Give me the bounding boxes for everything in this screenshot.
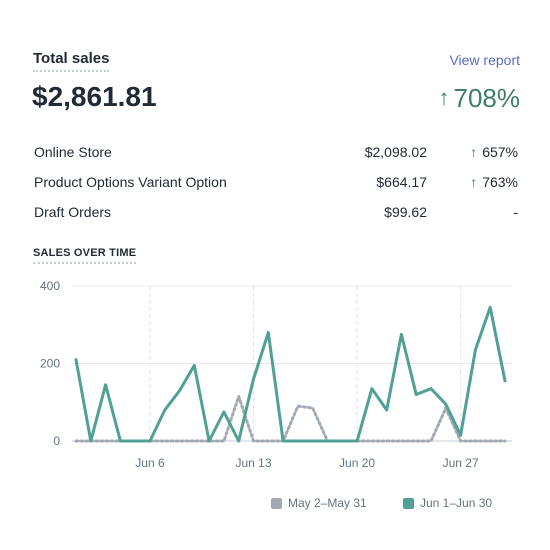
total-change-percent: 708%: [453, 83, 521, 113]
total-change: ↑ 708%: [439, 82, 521, 114]
chart-legend: May 2–May 31 Jun 1–Jun 30: [0, 494, 550, 514]
breakdown-name: Product Options Variant Option: [34, 174, 227, 190]
y-tick-label: 0: [53, 434, 60, 448]
total-sales-value: $2,861.81: [32, 81, 157, 112]
card-title: Total sales: [33, 50, 110, 72]
breakdown-change: -: [508, 202, 518, 222]
series-line-current: [74, 305, 507, 443]
sales-line-chart: 400 200 0 Jun 6 Jun 13 Jun 20 Jun 27: [40, 279, 512, 470]
y-tick-label: 400: [40, 279, 60, 293]
legend-label-previous: May 2–May 31: [288, 496, 367, 510]
arrow-up-icon: ↑: [470, 174, 478, 190]
x-tick-label: Jun 27: [443, 456, 479, 470]
breakdown-amount: $99.62: [384, 204, 427, 220]
sales-over-time-title: SALES OVER TIME: [33, 246, 137, 264]
breakdown-row: Online Store $2,098.02 ↑ 657%: [34, 142, 518, 162]
x-tick-label: Jun 13: [236, 456, 272, 470]
legend-swatch-previous: [271, 497, 282, 509]
view-report-link[interactable]: View report: [449, 52, 520, 68]
breakdown-change: ↑ 763%: [470, 172, 518, 192]
breakdown-change: ↑ 657%: [470, 142, 518, 162]
breakdown-row: Draft Orders $99.62 -: [34, 202, 518, 222]
arrow-up-icon: ↑: [438, 85, 450, 110]
x-tick-label: Jun 20: [339, 456, 375, 470]
arrow-up-icon: ↑: [470, 144, 478, 160]
x-tick-label: Jun 6: [135, 456, 165, 470]
breakdown-name: Draft Orders: [34, 204, 112, 220]
breakdown-amount: $664.17: [376, 174, 427, 190]
y-tick-label: 200: [40, 357, 60, 371]
breakdown-change-value: 763%: [482, 174, 518, 190]
breakdown-name: Online Store: [34, 144, 112, 160]
legend-item-current[interactable]: Jun 1–Jun 30: [403, 494, 492, 512]
legend-label-current: Jun 1–Jun 30: [420, 496, 493, 510]
breakdown-amount: $2,098.02: [364, 144, 427, 160]
legend-item-previous[interactable]: May 2–May 31: [271, 494, 367, 512]
breakdown-change-value: 657%: [482, 144, 518, 160]
breakdown-row: Product Options Variant Option $664.17 ↑…: [34, 172, 518, 192]
series-line-previous: [74, 394, 507, 443]
breakdown-change-value: -: [513, 204, 518, 220]
legend-swatch-current: [403, 497, 414, 509]
